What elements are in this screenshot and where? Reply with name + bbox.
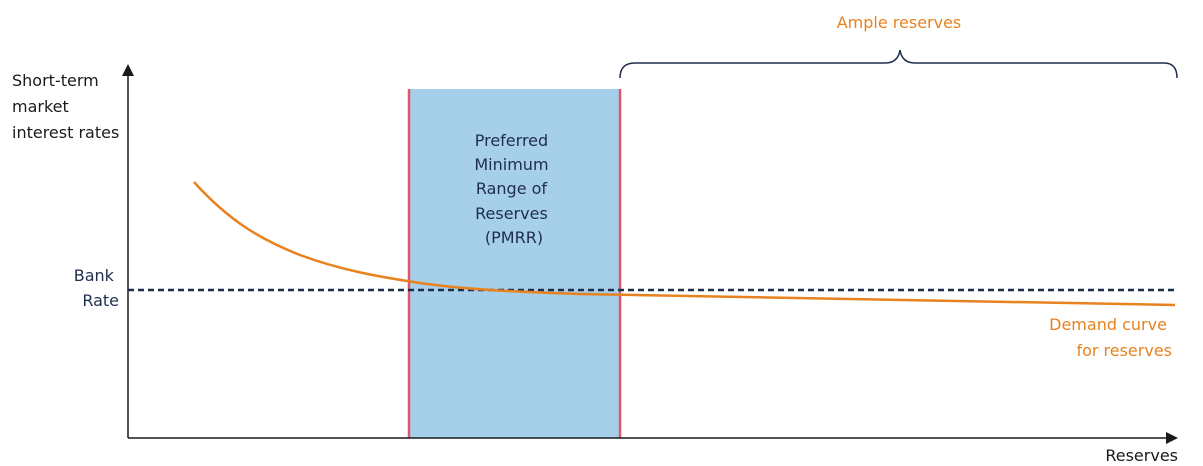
bank-rate-label: Bank Rate <box>74 266 119 310</box>
ample-reserves-brace <box>619 49 1178 79</box>
pmrr-band <box>409 89 620 438</box>
ample-reserves-label: Ample reserves <box>837 13 962 32</box>
demand-curve-label: Demand curve for reserves <box>1049 315 1172 360</box>
demand-curve <box>193 181 1176 307</box>
y-axis-label: Short-term market interest rates <box>12 71 119 142</box>
x-axis-label: Reserves <box>1105 446 1178 465</box>
pmrr-label: Preferred Minimum Range of Reserves (PMR… <box>474 131 553 247</box>
